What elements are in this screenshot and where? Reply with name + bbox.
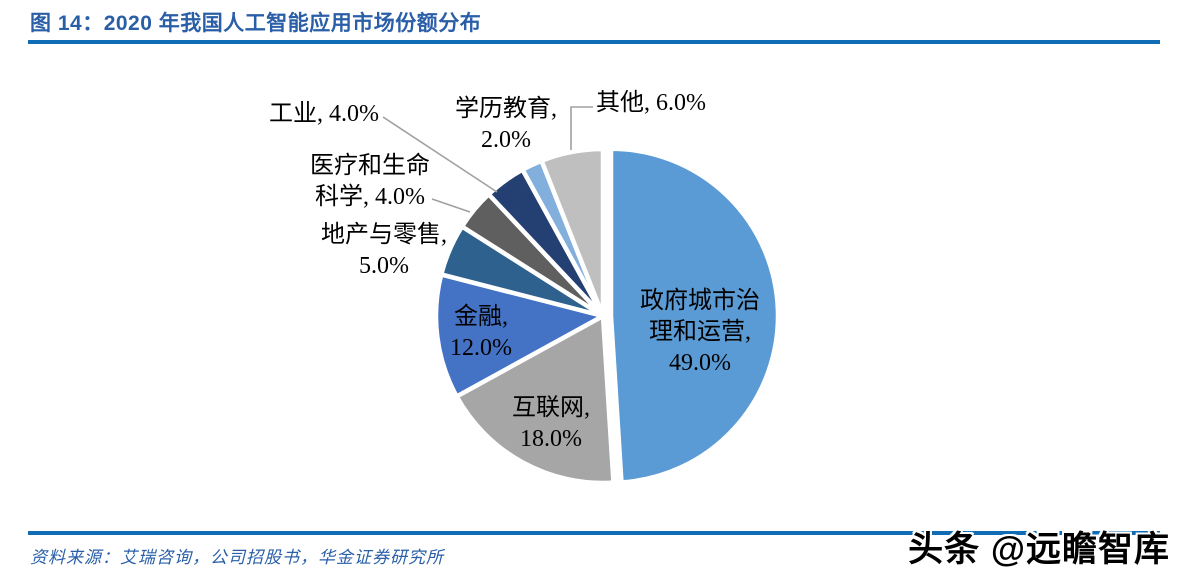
pie-slice-government-city-governance bbox=[608, 146, 781, 485]
slice-label-others: 其他, 6.0% bbox=[596, 90, 706, 116]
source-note: 资料来源：艾瑞咨询，公司招股书，华金证券研究所 bbox=[30, 548, 444, 567]
leader-line-industrial bbox=[382, 116, 498, 193]
pie-slice-others bbox=[538, 146, 606, 317]
watermark: 头条 @远瞻智库 bbox=[908, 530, 1170, 569]
pie-slice-internet bbox=[453, 312, 616, 486]
footer-rule bbox=[28, 531, 1160, 535]
leader-line-medical-life-science bbox=[431, 198, 471, 213]
slice-label-industrial: 工业, 4.0% bbox=[269, 101, 379, 127]
slice-label-government-city-governance: 政府城市治 理和运营, 49.0% bbox=[640, 288, 760, 376]
slice-label-real-estate-retail: 地产与零售, 5.0% bbox=[321, 222, 447, 279]
slice-label-academic-education: 学历教育, 2.0% bbox=[455, 96, 557, 153]
slice-label-internet: 互联网, 18.0% bbox=[512, 395, 590, 452]
leader-line-others bbox=[570, 106, 593, 150]
pie-slice-finance bbox=[433, 271, 610, 400]
slice-label-medical-life-science: 医疗和生命 科学, 4.0% bbox=[310, 153, 430, 210]
title-rule bbox=[28, 40, 1160, 44]
figure-title: 图 14：2020 年我国人工智能应用市场份额分布 bbox=[30, 12, 482, 35]
slice-label-finance: 金融, 12.0% bbox=[450, 304, 512, 361]
